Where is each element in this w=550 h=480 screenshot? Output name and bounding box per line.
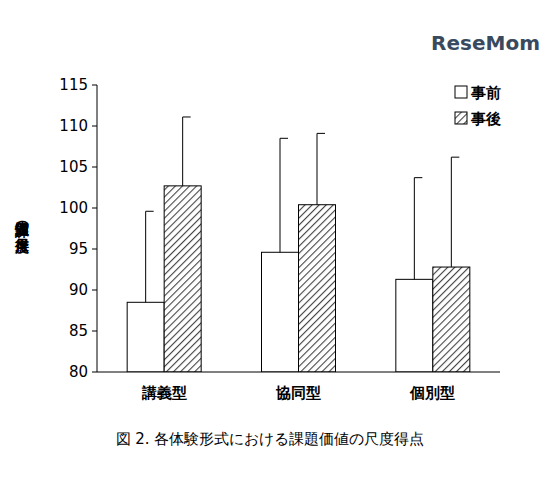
y-tick: [92, 249, 97, 250]
legend-swatch: [455, 112, 467, 124]
error-bar: [414, 178, 422, 280]
y-tick: [92, 85, 97, 86]
error-bar: [317, 133, 325, 204]
y-tick-label: 100: [59, 199, 88, 217]
x-tick-label: 講義型: [141, 384, 187, 402]
y-tick-label: 110: [59, 117, 88, 135]
y-axis: [97, 85, 98, 372]
legend-label: 事後: [470, 110, 501, 128]
legend-swatch: [455, 86, 467, 98]
y-tick-label: 80: [69, 363, 88, 381]
watermark: ReseMom: [431, 31, 540, 55]
bar: [433, 267, 470, 372]
error-bar: [280, 138, 288, 252]
legend-label: 事前: [470, 84, 501, 102]
y-tick: [92, 167, 97, 168]
error-bars: [146, 117, 460, 302]
y-tick: [92, 290, 97, 291]
y-tick: [92, 208, 97, 209]
y-tick-label: 85: [69, 322, 88, 340]
y-tick: [92, 331, 97, 332]
bar: [262, 252, 299, 372]
bar: [299, 205, 336, 372]
x-tick-label: 個別型: [409, 384, 455, 402]
error-bar: [146, 211, 154, 302]
x-tick-label: 協同型: [275, 384, 321, 402]
bar: [396, 279, 433, 372]
y-tick: [92, 126, 97, 127]
error-bar: [183, 117, 191, 186]
y-tick: [92, 372, 97, 373]
title: 図 2. 各体験形式における課題価値の尺度得点: [116, 430, 425, 448]
chart: ReseMom 80 85 90 95 100 105 110 115 課題価値の尺度得点講義型 協…: [0, 0, 550, 480]
x-axis: [97, 372, 500, 373]
y-tick-label: 105: [59, 158, 88, 176]
y-tick-label: 115: [59, 76, 88, 94]
bars: [127, 186, 470, 372]
y-tick-label: 90: [69, 281, 88, 299]
bar: [127, 302, 164, 372]
y-tick-label: 95: [69, 240, 88, 258]
y-label: 課題価値の尺度得点: [13, 211, 30, 255]
error-bar: [451, 157, 459, 267]
bar: [164, 186, 201, 372]
